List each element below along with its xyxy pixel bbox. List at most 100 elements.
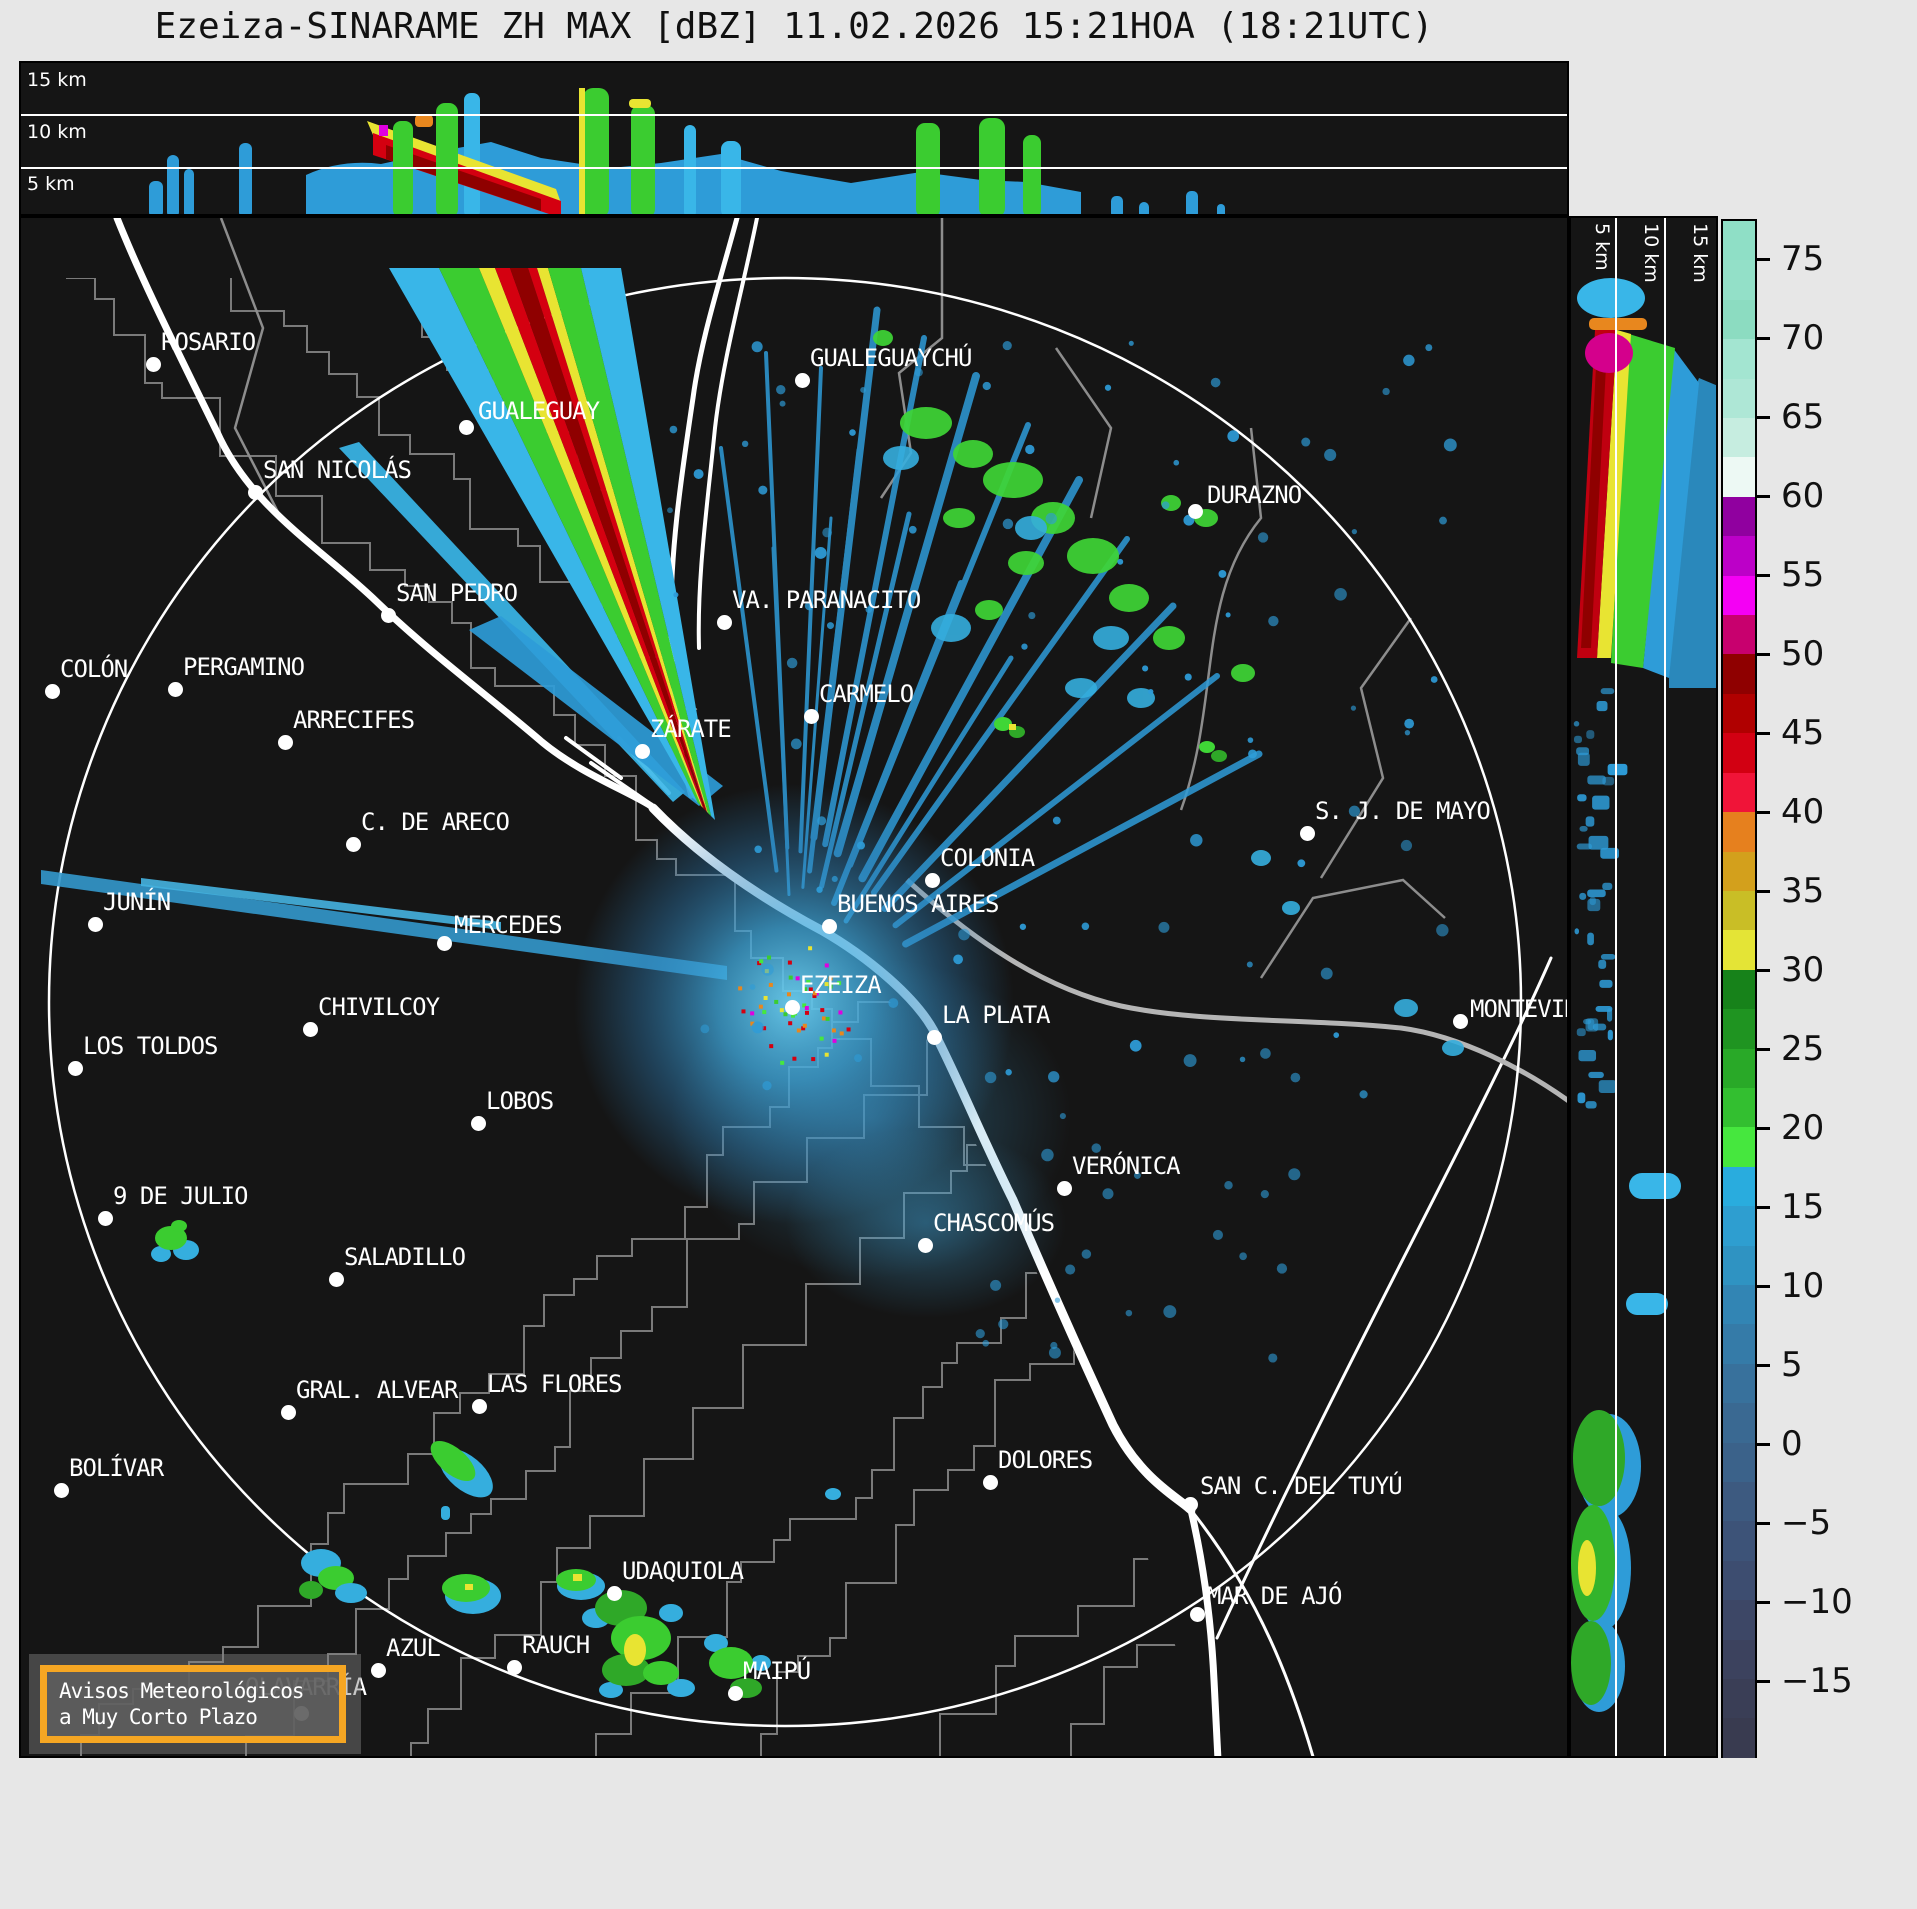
- colorbar-tick-label: 45: [1781, 712, 1825, 753]
- city-label: SAN C. DEL TUYÚ: [1200, 1472, 1403, 1500]
- city-label: SALADILLO: [344, 1243, 466, 1271]
- city-dot: [1183, 1497, 1198, 1512]
- city-label: RAUCH: [522, 1631, 590, 1659]
- colorbar-tick-label: 75: [1781, 238, 1825, 279]
- city-dot: [507, 1660, 522, 1675]
- city-dot: [88, 917, 103, 932]
- top-cross-section-art: [21, 88, 1567, 214]
- city-dot: [983, 1475, 998, 1490]
- city-label: VA. PARANACITO: [732, 586, 921, 614]
- city-label: GRAL. ALVEAR: [296, 1376, 458, 1404]
- colorbar-tick-label: 15: [1781, 1186, 1825, 1227]
- city-label: MONTEVIDEO: [1470, 995, 1567, 1023]
- city-label: CHASCOMÚS: [933, 1209, 1055, 1237]
- city-label: SAN NICOLÁS: [263, 456, 412, 484]
- city-dot: [281, 1405, 296, 1420]
- colorbar-tick-label: 0: [1781, 1423, 1803, 1464]
- colorbar-tick: [1757, 573, 1770, 577]
- colorbar-tick-label: 10: [1781, 1265, 1825, 1306]
- colorbar-tick: [1757, 889, 1770, 893]
- city-dot: [925, 873, 940, 888]
- colorbar-tick: [1757, 1363, 1770, 1367]
- city-label: UDAQUIOLA: [622, 1557, 744, 1585]
- city-dot: [927, 1030, 942, 1045]
- city-dot: [45, 684, 60, 699]
- city-dot: [1300, 826, 1315, 841]
- city-dot: [1057, 1181, 1072, 1196]
- colorbar-tick: [1757, 1284, 1770, 1288]
- colorbar-tick-label: 35: [1781, 870, 1825, 911]
- colorbar-tick-label: 65: [1781, 396, 1825, 437]
- city-label: JUNÍN: [103, 888, 171, 916]
- city-label: LA PLATA: [942, 1001, 1051, 1029]
- right-cross-section-art: [1571, 218, 1716, 1756]
- alert-box-line2: a Muy Corto Plazo: [59, 1705, 258, 1729]
- colorbar-tick: [1757, 415, 1770, 419]
- city-label: DURAZNO: [1207, 481, 1302, 509]
- city-label: VERÓNICA: [1072, 1152, 1181, 1180]
- colorbar-tick: [1757, 1521, 1770, 1525]
- radar-ppi-map: ROSARIO GUALEGUAYCHÚ GUALEGUAY SAN NICOLÁS D…: [19, 216, 1569, 1758]
- radar-map-art: [41, 218, 1567, 1756]
- colorbar-tick-label: −5: [1781, 1502, 1832, 1543]
- colorbar-tick: [1757, 1600, 1770, 1604]
- city-label: MAR DE AJÓ: [1207, 1582, 1342, 1610]
- reflectivity-colorbar: 75 70 65 60 55 50 45 40 35 30 25 20 15 10 5 0 −5 −10 −15: [1721, 219, 1917, 1760]
- city-dot: [459, 420, 474, 435]
- city-dot: [795, 373, 810, 388]
- top-height-cross-section: 15 km 10 km 5 km: [19, 61, 1569, 216]
- city-dot: [146, 357, 161, 372]
- right-panel-10km-label: 10 km: [1640, 223, 1662, 283]
- short-term-warnings-box[interactable]: Avisos Meteorológicos a Muy Corto Plazo: [40, 1665, 346, 1743]
- city-dot: [98, 1211, 113, 1226]
- city-dot: [346, 837, 361, 852]
- city-label: LOS TOLDOS: [83, 1032, 218, 1060]
- right-panel-5km-label: 5 km: [1591, 223, 1613, 271]
- colorbar-tick-label: 60: [1781, 475, 1825, 516]
- right-panel-15km-label: 15 km: [1689, 223, 1711, 283]
- colorbar-tick: [1757, 1679, 1770, 1683]
- colorbar-tick-label: 30: [1781, 949, 1825, 990]
- colorbar-tick-label: 70: [1781, 317, 1825, 358]
- city-dot: [471, 1116, 486, 1131]
- colorbar-tick: [1757, 652, 1770, 656]
- city-dot: [804, 709, 819, 724]
- city-dot: [329, 1272, 344, 1287]
- city-label: C. DE ARECO: [361, 808, 510, 836]
- colorbar-tick-label: −10: [1781, 1581, 1853, 1622]
- colorbar-tick-label: 55: [1781, 554, 1825, 595]
- city-dot: [303, 1022, 318, 1037]
- colorbar-tick: [1757, 1126, 1770, 1130]
- city-dot: [822, 919, 837, 934]
- city-dot: [717, 615, 732, 630]
- colorbar-tick-label: 5: [1781, 1344, 1803, 1385]
- city-label: COLÓN: [60, 655, 128, 683]
- city-label: CARMELO: [819, 680, 914, 708]
- city-dot: [728, 1686, 743, 1701]
- city-dot: [785, 1000, 800, 1015]
- top-panel-10km-label: 10 km: [27, 121, 87, 143]
- city-label: CHIVILCOY: [318, 993, 440, 1021]
- colorbar-tick-label: 40: [1781, 791, 1825, 832]
- city-label: COLONIA: [940, 844, 1035, 872]
- city-label: DOLORES: [998, 1446, 1093, 1474]
- city-dot: [1190, 1607, 1205, 1622]
- city-label: EZEIZA: [800, 971, 882, 999]
- colorbar-tick: [1757, 1047, 1770, 1051]
- city-dot: [437, 936, 452, 951]
- city-dot: [1453, 1014, 1468, 1029]
- city-label: SAN PEDRO: [396, 579, 518, 607]
- colorbar-tick: [1757, 257, 1770, 261]
- alert-box-line1: Avisos Meteorológicos: [59, 1679, 305, 1703]
- colorbar-tick-label: 50: [1781, 633, 1825, 674]
- footer: Servicio Meteorológico Nacional Argentin…: [0, 1758, 1917, 1909]
- city-label: ZÁRATE: [650, 715, 732, 743]
- colorbar-tick: [1757, 1442, 1770, 1446]
- city-label: ARRECIFES: [293, 706, 415, 734]
- colorbar-tick: [1757, 336, 1770, 340]
- city-label: S. J. DE MAYO: [1315, 797, 1491, 825]
- city-label: PERGAMINO: [183, 653, 305, 681]
- city-label: AZUL: [386, 1634, 441, 1662]
- top-panel-5km-label: 5 km: [27, 173, 75, 195]
